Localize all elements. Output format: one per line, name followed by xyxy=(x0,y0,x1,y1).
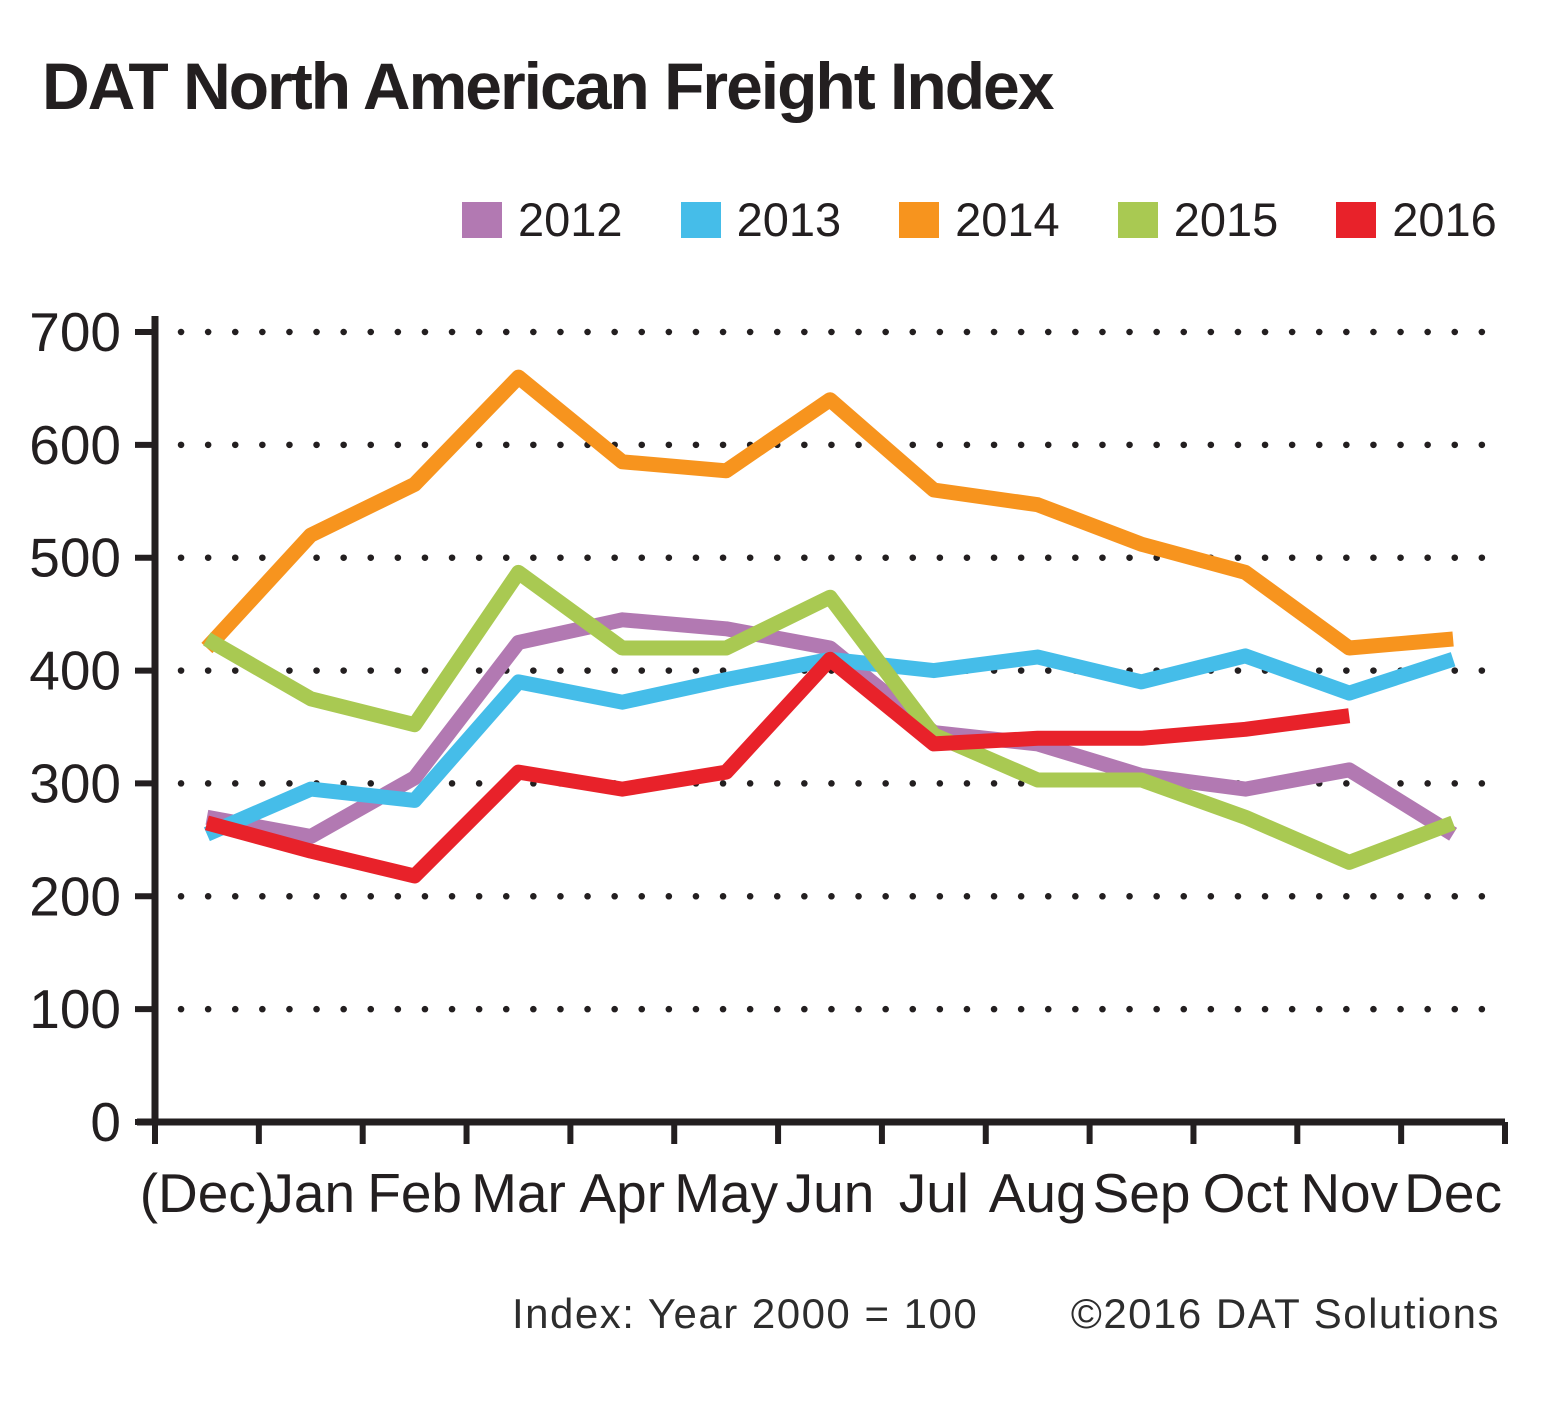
legend-item-2013: 2013 xyxy=(680,192,842,247)
series-line-2014 xyxy=(201,369,1454,656)
x-tick-label-Dec: Dec xyxy=(1404,1162,1502,1224)
legend-label-2014: 2014 xyxy=(955,193,1060,246)
legend-label-2013: 2013 xyxy=(736,193,842,246)
x-tick-label-Jan: Jan xyxy=(266,1162,355,1224)
series-line-2015 xyxy=(203,564,1456,870)
legend-swatch-2015 xyxy=(1117,201,1158,238)
legend-label-2015: 2015 xyxy=(1173,193,1279,246)
chart-plot-area: 0 100 200 300 400 500 600 700 (Dec)Jan Feb Mar Apr M… xyxy=(29,301,1508,1224)
y-tick-label-600: 600 xyxy=(29,414,121,476)
x-tick-label-Sep: Sep xyxy=(1093,1162,1191,1224)
legend-label-2016: 2016 xyxy=(1392,193,1497,246)
legend-swatch-2014 xyxy=(899,201,940,238)
x-tick-label-Oct: Oct xyxy=(1203,1162,1289,1224)
y-tick-label-300: 300 xyxy=(29,752,121,814)
legend-item-2015: 2015 xyxy=(1117,192,1279,247)
legend-swatch-2013 xyxy=(680,201,721,238)
x-tick-label-Feb: Feb xyxy=(367,1162,462,1224)
legend-item-2014: 2014 xyxy=(899,192,1060,247)
legend-label-2012: 2012 xyxy=(518,193,623,246)
x-tick-label-Jul: Jul xyxy=(899,1162,969,1224)
x-tick-label-May: May xyxy=(674,1162,778,1224)
legend-item-2012: 2012 xyxy=(462,192,623,247)
legend-swatch-2016 xyxy=(1336,201,1377,238)
x-tick-label-Mar: Mar xyxy=(471,1162,566,1224)
legend-swatch-2012 xyxy=(462,201,502,238)
legend: 2012 2013 2014 2015 2016 xyxy=(462,192,1497,247)
series-line-2012 xyxy=(205,612,1458,844)
y-tick-label-100: 100 xyxy=(29,978,121,1040)
x-tick-label-Jun: Jun xyxy=(786,1162,875,1224)
copyright-note: ©2016 DAT Solutions xyxy=(1070,1290,1500,1337)
index-note: Index: Year 2000 = 100 xyxy=(512,1290,979,1337)
x-tick-label-Nov: Nov xyxy=(1300,1162,1398,1224)
y-tick-label-200: 200 xyxy=(29,865,121,927)
y-tick-label-500: 500 xyxy=(29,527,121,589)
legend-item-2016: 2016 xyxy=(1336,192,1497,247)
series-line-2016 xyxy=(204,651,1351,884)
series-line-2013 xyxy=(203,648,1456,842)
y-tick-label-700: 700 xyxy=(29,301,121,363)
x-tick-label-Aug: Aug xyxy=(989,1162,1087,1224)
chart-title: DAT North American Freight Index xyxy=(42,49,1054,123)
x-tick-label-(Dec): (Dec) xyxy=(140,1162,274,1224)
y-tick-label-400: 400 xyxy=(29,640,121,702)
chart-footer: Index: Year 2000 = 100 ©2016 DAT Solutio… xyxy=(512,1290,1500,1338)
y-tick-label-0: 0 xyxy=(90,1091,121,1153)
x-tick-label-Apr: Apr xyxy=(580,1162,666,1224)
